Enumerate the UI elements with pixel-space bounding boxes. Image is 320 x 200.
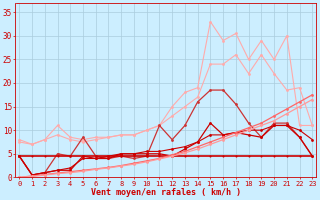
X-axis label: Vent moyen/en rafales ( km/h ): Vent moyen/en rafales ( km/h ) bbox=[91, 188, 241, 197]
